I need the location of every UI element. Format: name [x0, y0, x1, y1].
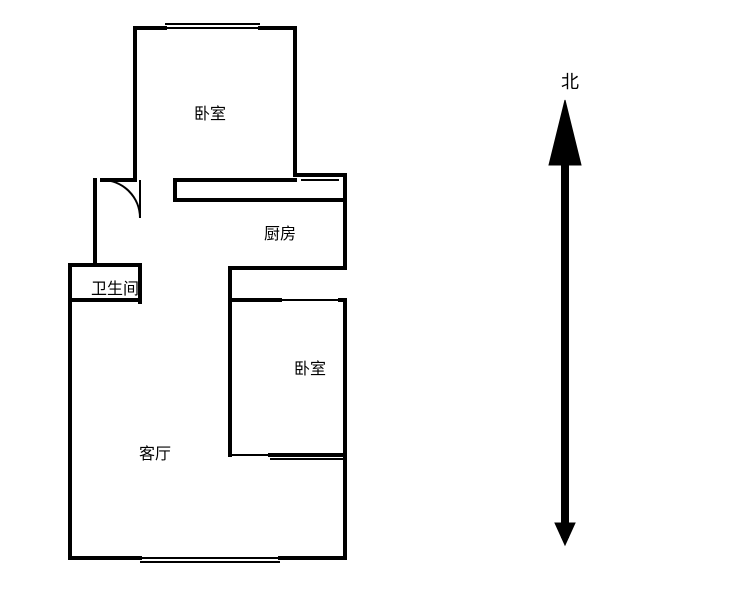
north-arrow-tail-icon: [555, 523, 575, 545]
doors: [102, 180, 340, 455]
north-arrow-head-icon: [549, 100, 581, 165]
floor-plan: 卧室厨房卫生间卧室客厅 北: [0, 0, 756, 600]
door-arc: [102, 180, 140, 218]
room-label-bedroom-right: 卧室: [294, 360, 326, 378]
room-label-bedroom-top: 卧室: [194, 105, 226, 123]
windows: [140, 24, 345, 562]
room-label-kitchen: 厨房: [264, 225, 296, 243]
room-label-bathroom: 卫生间: [91, 280, 139, 298]
room-labels: 卧室厨房卫生间卧室客厅: [91, 105, 326, 463]
room-label-living: 客厅: [139, 445, 171, 463]
north-arrow: 北: [549, 72, 581, 545]
north-label: 北: [561, 72, 579, 92]
